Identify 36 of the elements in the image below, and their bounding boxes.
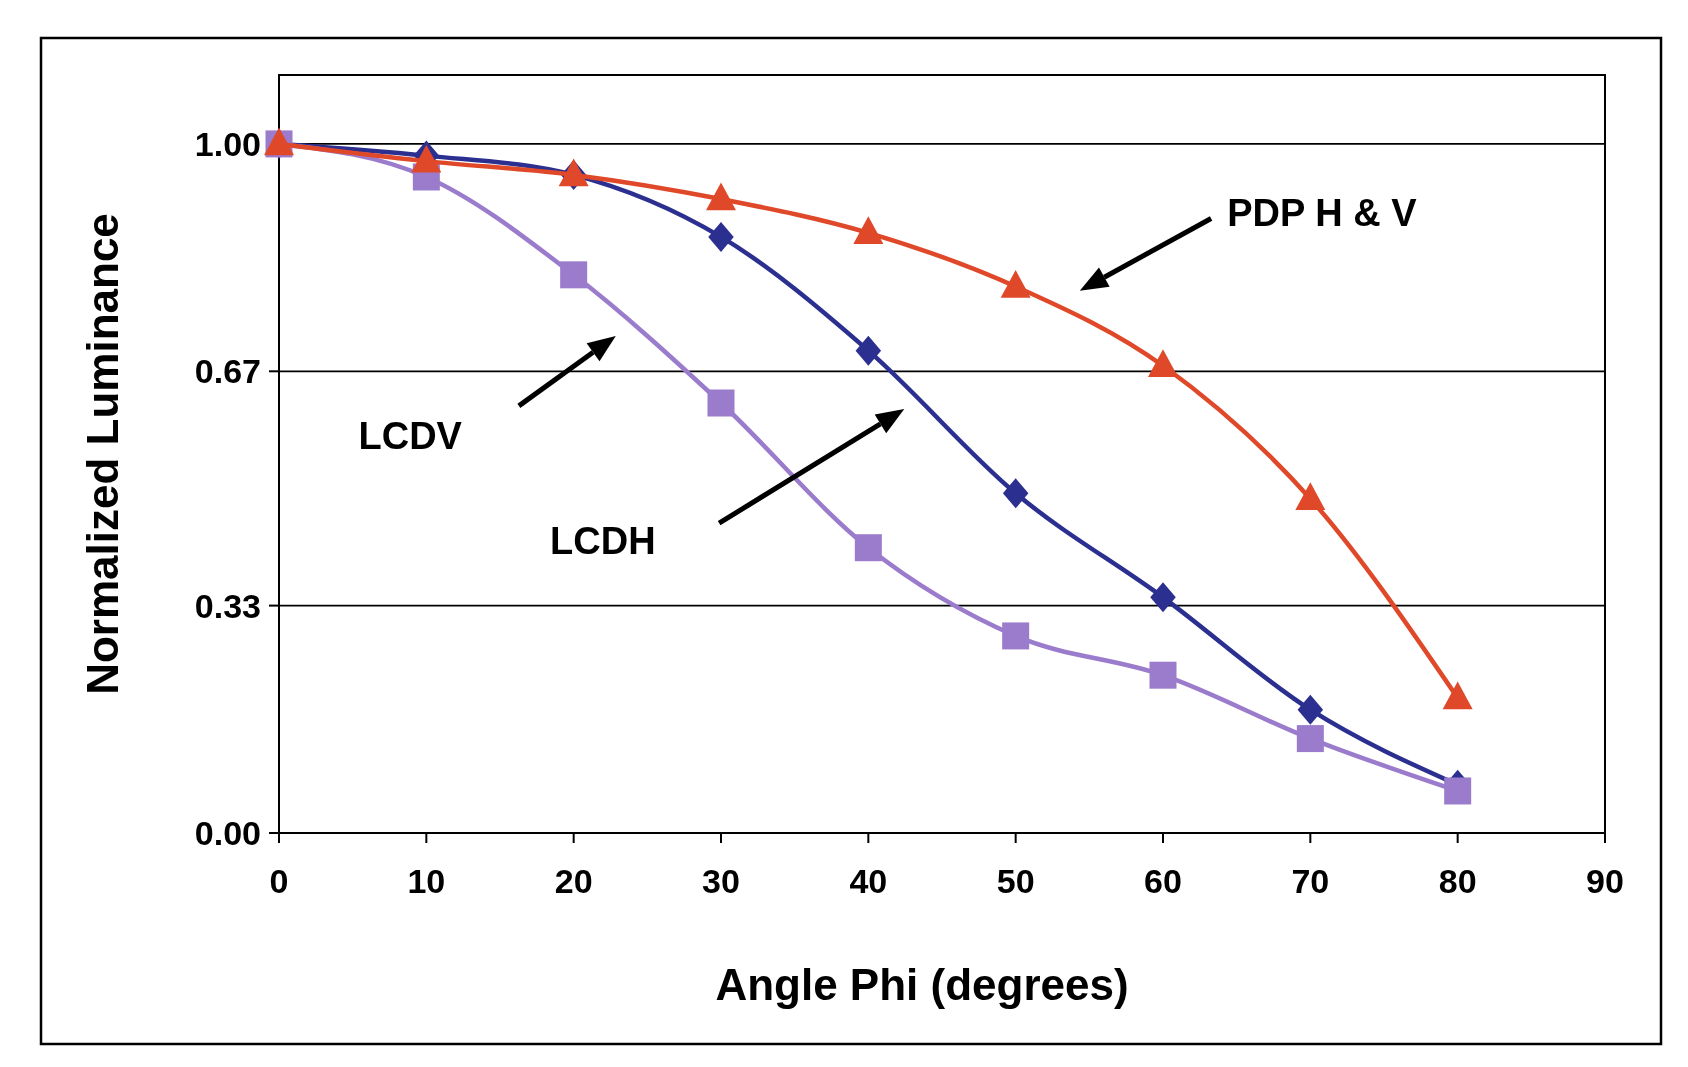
y-tick-label: 1.00 xyxy=(194,124,261,163)
x-tick-label: 50 xyxy=(996,862,1035,900)
point xyxy=(1295,482,1326,511)
point xyxy=(1297,694,1324,725)
x-tick-label: 40 xyxy=(849,862,888,900)
annotation: PDP H & V xyxy=(1227,192,1418,235)
y-axis-title: Normalized Luminance xyxy=(78,213,127,695)
point xyxy=(854,534,882,562)
y-tick-label: 0.33 xyxy=(194,586,261,625)
x-tick-label: 0 xyxy=(269,862,289,900)
point xyxy=(853,216,884,245)
point xyxy=(1149,661,1177,689)
x-tick-label: 80 xyxy=(1438,862,1477,900)
x-tick-label: 10 xyxy=(407,862,446,900)
point xyxy=(855,335,882,366)
annotation: LCDV xyxy=(358,414,463,457)
point xyxy=(1148,349,1178,378)
point xyxy=(1000,270,1031,298)
point xyxy=(1150,582,1176,613)
point xyxy=(1444,777,1472,805)
point xyxy=(1002,622,1030,650)
x-tick-label: 60 xyxy=(1144,862,1182,900)
point xyxy=(706,182,736,211)
point xyxy=(707,389,735,417)
point xyxy=(560,261,588,289)
x-tick-label: 90 xyxy=(1586,862,1624,900)
x-axis-title: Angle Phi (degrees) xyxy=(715,960,1129,1009)
annotation: LCDH xyxy=(550,520,656,563)
x-tick-label: 30 xyxy=(702,862,740,900)
y-tick-label: 0.00 xyxy=(194,813,261,852)
x-tick-label: 70 xyxy=(1291,862,1330,900)
point xyxy=(708,221,734,252)
point xyxy=(1002,478,1029,509)
point xyxy=(1296,725,1324,753)
y-tick-label: 0.67 xyxy=(194,352,261,391)
x-tick-label: 20 xyxy=(554,862,593,900)
